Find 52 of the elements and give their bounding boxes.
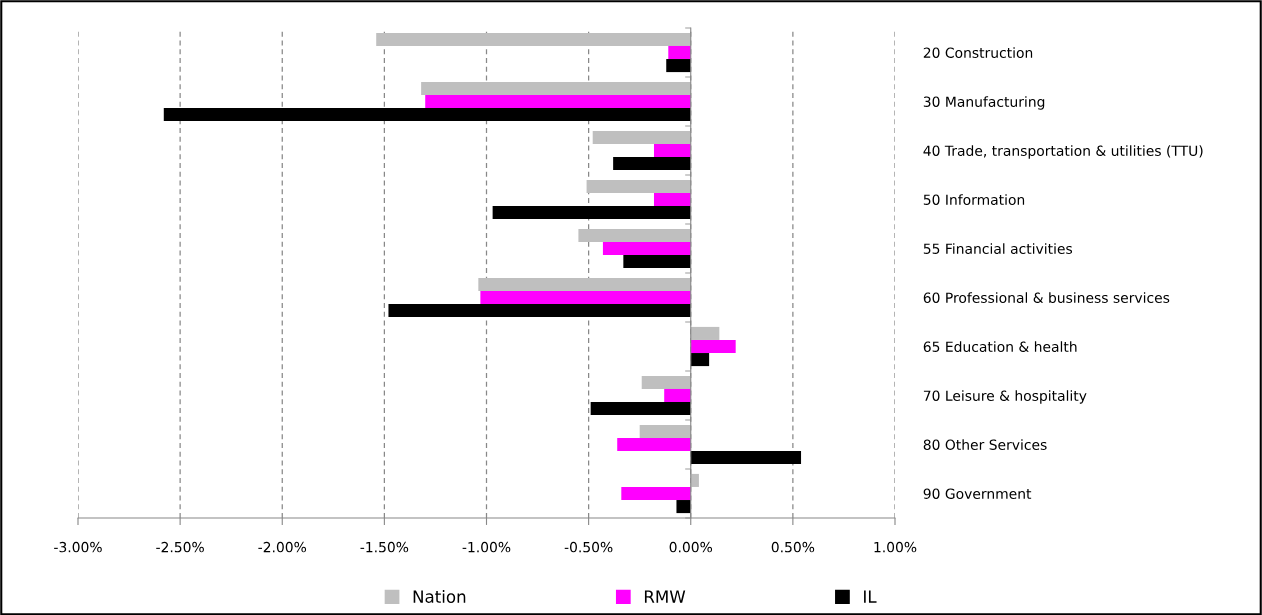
bar [617,437,691,452]
x-tick-label: 0.50% [771,541,815,553]
x-tick-label: -2.00% [258,541,307,553]
bar [492,206,691,220]
bar [478,277,691,291]
y-tick-label: 60 Professional & business services [923,292,1170,303]
y-tick-label: 50 Information [923,194,1025,205]
bar [163,108,691,122]
y-tick-label: 40 Trade, transportation & utilities (TTU) [923,145,1203,159]
bar [668,45,691,60]
bar [578,228,691,242]
bar [666,59,691,73]
y-tick-label: 80 Other Services [923,439,1047,450]
bar [590,402,691,416]
bar [690,339,736,354]
bar [592,130,691,144]
bar [376,32,691,46]
x-tick-label: 1.00% [874,541,917,553]
x-tick-label: 0.00% [669,541,713,553]
x-tick-label: -2.50% [156,541,204,553]
bar [690,451,802,465]
legend-label: IL [864,590,877,603]
bar [690,473,699,487]
legend-label: RMW [644,590,686,603]
x-tick-label: -0.50% [564,541,613,553]
bar [586,179,691,193]
x-tick-label: -3.00% [54,541,102,553]
y-tick-label: 65 Education & health [923,341,1077,352]
y-tick-label: 90 Government [923,488,1032,499]
bar [623,255,691,269]
y-tick-label: 30 Manufacturing [923,96,1045,110]
x-tick-label: -1.50% [360,541,409,553]
bar [613,157,691,171]
bar [664,388,691,403]
y-tick-label: 70 Leisure & hospitality [923,390,1087,404]
bar [653,143,691,158]
bar [641,375,691,389]
y-tick-label: 55 Financial activities [923,243,1073,254]
bar [621,486,691,501]
bar [676,500,691,514]
bar [690,326,720,340]
y-tick-label: 20 Construction [923,47,1033,58]
bar [425,94,691,109]
x-tick-label: -1.00% [462,541,511,553]
bar [421,81,691,95]
legend-label: Nation [413,590,466,603]
bar [639,424,691,438]
bar [480,290,691,305]
bar [653,192,691,207]
bar [602,241,691,256]
bar [690,353,710,367]
bar [388,304,691,318]
